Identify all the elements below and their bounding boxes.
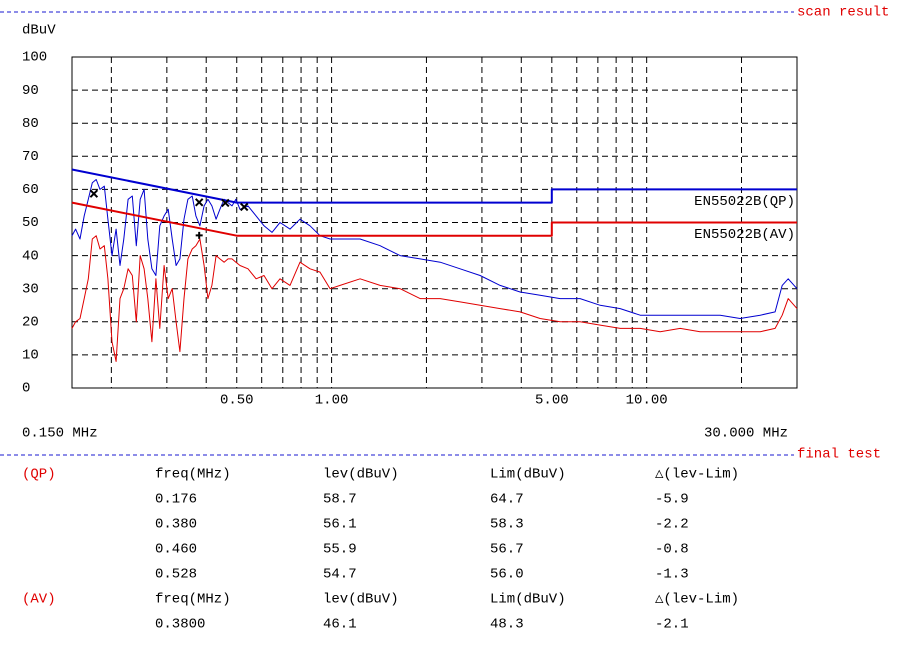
table-cell: -2.1 (655, 617, 689, 633)
limit-label: EN55022B(QP) (694, 194, 795, 210)
table-cell: 0.380 (155, 517, 197, 533)
table-cell: 64.7 (490, 492, 524, 508)
marker (194, 198, 204, 207)
table-cell: 48.3 (490, 617, 524, 633)
table-cell: -5.9 (655, 492, 689, 508)
trace-line (71, 179, 798, 319)
column-header: △(lev-Lim) (655, 592, 739, 608)
table-cell: 56.0 (490, 567, 524, 583)
y-tick-label: 70 (22, 149, 39, 165)
y-tick-label: 50 (22, 215, 39, 231)
y-tick-label: 30 (22, 281, 39, 297)
section-title: final test (797, 447, 881, 463)
group-label: (AV) (22, 592, 56, 608)
table-cell: 54.7 (323, 567, 357, 583)
table-cell: -1.3 (655, 567, 689, 583)
y-tick-label: 0 (22, 381, 30, 397)
x-tick-label: 1.00 (315, 393, 349, 409)
x-tick-label: 5.00 (535, 393, 569, 409)
column-header: Lim(dBuV) (490, 467, 566, 483)
marker (89, 189, 99, 198)
table-cell: 0.528 (155, 567, 197, 583)
table-cell: 56.7 (490, 542, 524, 558)
chart-title: scan result (797, 5, 889, 21)
y-axis-label: dBuV (22, 23, 56, 39)
table-cell: 56.1 (323, 517, 357, 533)
table-cell: 55.9 (323, 542, 357, 558)
trace-line (71, 235, 798, 362)
column-header: Lim(dBuV) (490, 592, 566, 608)
y-tick-label: 80 (22, 116, 39, 132)
table-cell: 0.176 (155, 492, 197, 508)
table-cell: 58.3 (490, 517, 524, 533)
y-tick-label: 20 (22, 315, 39, 331)
table-cell: 46.1 (323, 617, 357, 633)
y-tick-label: 60 (22, 182, 39, 198)
column-header: freq(MHz) (155, 467, 231, 483)
x-start-label: 0.150 MHz (22, 426, 98, 442)
y-tick-label: 40 (22, 248, 39, 264)
column-header: lev(dBuV) (323, 592, 399, 608)
marker (195, 231, 203, 239)
x-stop-label: 30.000 MHz (704, 426, 788, 442)
y-tick-label: 10 (22, 348, 39, 364)
y-tick-label: 100 (22, 50, 47, 66)
table-cell: -0.8 (655, 542, 689, 558)
limit-line (71, 168, 797, 204)
limit-line (71, 201, 797, 237)
y-tick-label: 90 (22, 83, 39, 99)
marker (239, 202, 249, 212)
marker (221, 198, 230, 208)
limit-label: EN55022B(AV) (694, 227, 795, 243)
column-header: △(lev-Lim) (655, 467, 739, 483)
table-cell: 0.460 (155, 542, 197, 558)
table-cell: 58.7 (323, 492, 357, 508)
table-cell: -2.2 (655, 517, 689, 533)
column-header: lev(dBuV) (323, 467, 399, 483)
column-header: freq(MHz) (155, 592, 231, 608)
group-label: (QP) (22, 467, 56, 483)
x-tick-label: 10.00 (626, 393, 668, 409)
x-tick-label: 0.50 (220, 393, 254, 409)
table-cell: 0.3800 (155, 617, 205, 633)
